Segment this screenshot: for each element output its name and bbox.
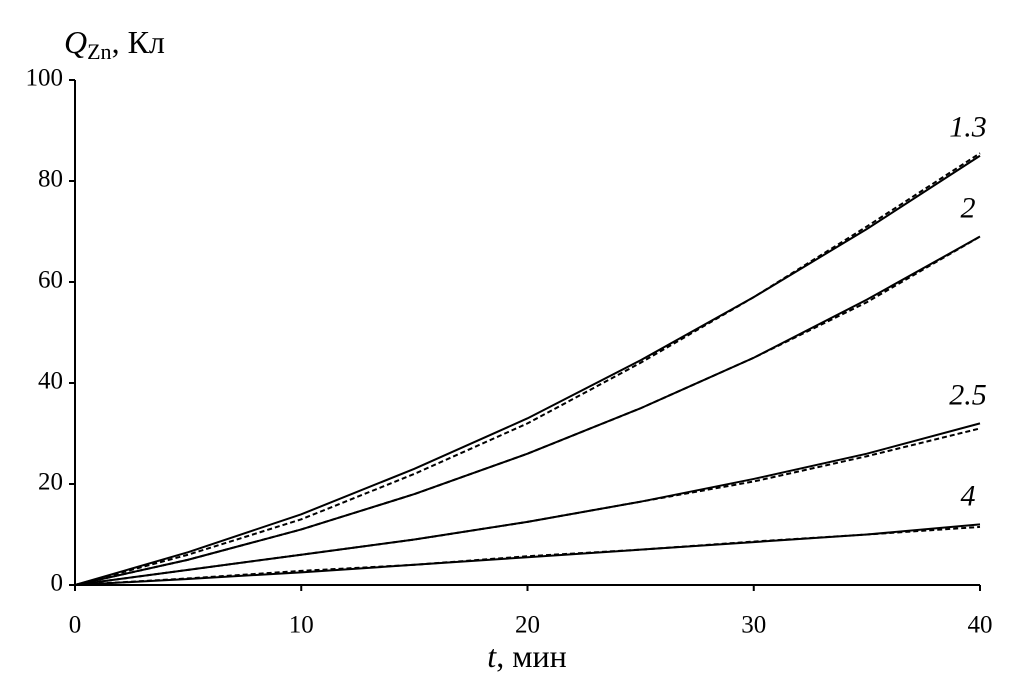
curve-label: 2.5 <box>949 378 987 411</box>
y-tick-label: 40 <box>38 368 63 395</box>
x-label-symbol: t <box>487 638 497 674</box>
model-line <box>74 422 981 586</box>
measured-line <box>74 427 981 586</box>
model-line <box>74 235 981 586</box>
curve-label: 1.3 <box>949 111 987 144</box>
y-tick-label: 100 <box>26 65 64 92</box>
y-tick-label: 20 <box>38 469 63 496</box>
y-axis-label: QZn, Кл <box>64 24 165 64</box>
model-line <box>74 154 981 586</box>
x-tick-label: 40 <box>968 612 993 639</box>
x-tick-label: 0 <box>69 612 82 639</box>
y-tick-label: 0 <box>51 570 64 597</box>
y-tick-label: 60 <box>38 267 63 294</box>
x-label-unit: , мин <box>496 638 567 674</box>
curve-label: 4 <box>961 479 976 512</box>
y-label-unit: , Кл <box>112 24 165 60</box>
x-tick-label: 10 <box>289 612 314 639</box>
x-tick-label: 30 <box>741 612 766 639</box>
measured-line <box>74 235 981 586</box>
model-line <box>74 523 981 586</box>
x-tick-label: 20 <box>515 612 540 639</box>
curve-label: 2 <box>961 191 976 224</box>
y-label-subscript: Zn <box>87 39 111 64</box>
y-tick-label: 80 <box>38 166 63 193</box>
measured-line <box>74 152 981 586</box>
y-label-symbol: Q <box>64 24 87 60</box>
x-axis-label: t, мин <box>487 638 566 674</box>
